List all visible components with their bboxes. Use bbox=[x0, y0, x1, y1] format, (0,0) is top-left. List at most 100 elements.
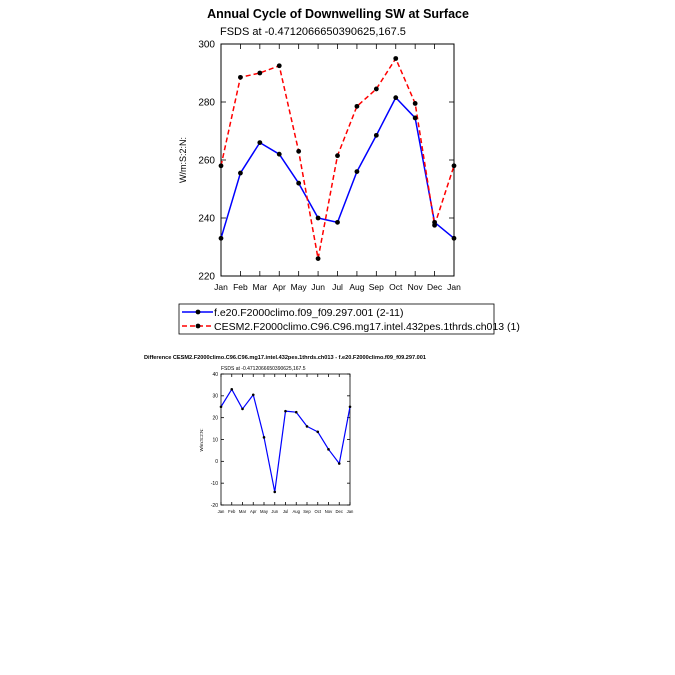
x-tick-label: Jan bbox=[214, 282, 228, 292]
series-1-point bbox=[451, 235, 457, 241]
x-tick-label: Nov bbox=[408, 282, 424, 292]
x-tick-label: Apr bbox=[250, 509, 257, 514]
series-1-point bbox=[327, 448, 330, 451]
x-tick-label: Jan bbox=[218, 509, 225, 514]
series-1-point bbox=[412, 115, 418, 121]
series-1-point bbox=[373, 132, 379, 138]
x-tick-label: May bbox=[260, 509, 269, 514]
chart1-plot-frame bbox=[220, 43, 455, 277]
x-tick-label: Aug bbox=[293, 509, 301, 514]
x-tick-label: Sep bbox=[303, 509, 311, 514]
y-tick-label: 280 bbox=[198, 98, 215, 109]
series-2-point bbox=[412, 101, 418, 106]
series-1-point bbox=[219, 405, 223, 409]
x-tick-label: Mar bbox=[239, 509, 247, 514]
chart1-series-group bbox=[218, 56, 457, 261]
series-1-point bbox=[276, 151, 282, 157]
difference-chart: Difference CESM2.F2000climo.C96.C96.mg17… bbox=[144, 355, 426, 514]
series-2-point bbox=[393, 56, 399, 61]
x-tick-label: Feb bbox=[228, 509, 236, 514]
y-tick-label: 30 bbox=[212, 394, 218, 400]
series-line-1 bbox=[220, 388, 351, 493]
series-1-point bbox=[393, 95, 399, 101]
x-tick-label: Sep bbox=[369, 282, 384, 292]
chart1-y-axis: 220 240 260 280 300 bbox=[198, 40, 454, 283]
annual-cycle-chart: Annual Cycle of Downwelling SW at Surfac… bbox=[178, 7, 520, 335]
series-1-point bbox=[354, 169, 360, 175]
x-tick-label: Jun bbox=[271, 509, 278, 514]
series-2-point bbox=[296, 148, 302, 154]
series-1-point bbox=[262, 436, 266, 439]
chart2-plot-frame bbox=[220, 373, 351, 506]
x-tick-label: Jul bbox=[283, 509, 288, 514]
series-1-point bbox=[284, 409, 287, 413]
chart2-ylabel: W/m:S:2:N: bbox=[199, 428, 204, 451]
y-tick-label: 40 bbox=[212, 372, 218, 378]
x-tick-label: Jan bbox=[347, 509, 354, 514]
x-tick-label: Aug bbox=[349, 282, 364, 292]
y-tick-label: 240 bbox=[198, 214, 215, 225]
y-tick-label: 300 bbox=[198, 40, 215, 51]
series-1-point bbox=[348, 405, 352, 409]
y-tick-label: -20 bbox=[211, 503, 218, 509]
x-tick-label: Nov bbox=[325, 509, 333, 514]
x-tick-label: Oct bbox=[314, 509, 321, 514]
series-1-point bbox=[294, 410, 298, 414]
x-tick-label: Dec bbox=[336, 509, 343, 514]
chart1-title: Annual Cycle of Downwelling SW at Surfac… bbox=[207, 7, 469, 21]
chart2-y-axis: -20 -10 0 10 20 30 40 bbox=[211, 372, 350, 509]
chart2-subtitle: FSDS at -0.4712066650390625,167.5 bbox=[221, 366, 306, 372]
series-2-point bbox=[276, 63, 282, 69]
y-tick-label: 220 bbox=[198, 272, 215, 283]
series-1-point bbox=[315, 215, 321, 221]
series-1-point bbox=[251, 393, 255, 397]
x-tick-label: Jul bbox=[332, 282, 343, 292]
x-tick-label: Oct bbox=[389, 282, 403, 292]
series-1-point bbox=[238, 170, 243, 176]
series-2-point bbox=[451, 163, 457, 169]
series-1-point bbox=[241, 407, 244, 411]
legend-label-series-2: CESM2.F2000climo.C96.C96.mg17.intel.432p… bbox=[214, 321, 520, 333]
series-1-point bbox=[335, 219, 340, 225]
y-tick-label: 20 bbox=[212, 415, 218, 421]
y-tick-label: 10 bbox=[212, 437, 218, 443]
legend-marker-series-1 bbox=[195, 309, 201, 315]
legend-box bbox=[178, 303, 495, 335]
series-1-point bbox=[257, 140, 263, 146]
chart1-legend: f.e20.F2000climo.f09_f09.297.001 (2-11) … bbox=[178, 303, 520, 335]
x-tick-label: Dec bbox=[427, 282, 443, 292]
x-tick-label: Jun bbox=[311, 282, 325, 292]
series-2-point bbox=[238, 74, 243, 80]
series-line-2 bbox=[220, 57, 455, 260]
series-1-point bbox=[305, 425, 309, 428]
y-tick-label: 260 bbox=[198, 156, 215, 167]
series-1-point bbox=[273, 490, 277, 494]
legend-marker-series-2 bbox=[195, 323, 201, 329]
series-2-point bbox=[257, 70, 263, 76]
chart1-subtitle: FSDS at -0.4712066650390625,167.5 bbox=[220, 26, 406, 38]
series-2-point bbox=[218, 163, 224, 169]
chart2-series-group bbox=[219, 387, 352, 494]
x-tick-label: May bbox=[291, 282, 308, 292]
chart1-x-axis: Jan Feb Mar Apr May Jun Jul Aug Sep Oct Nov Dec Jan bbox=[214, 44, 461, 292]
series-2-point bbox=[432, 222, 437, 228]
series-1-point bbox=[218, 235, 224, 241]
series-2-point bbox=[315, 256, 321, 261]
series-2-point bbox=[354, 103, 360, 109]
x-tick-label: Mar bbox=[253, 282, 268, 292]
chart1-ylabel: W/m:S:2:N: bbox=[178, 137, 188, 183]
x-tick-label: Apr bbox=[273, 282, 286, 292]
x-tick-label: Feb bbox=[233, 282, 248, 292]
series-1-point bbox=[316, 430, 320, 434]
x-tick-label: Jan bbox=[447, 282, 461, 292]
y-tick-label: 0 bbox=[215, 459, 218, 465]
series-2-point bbox=[373, 86, 379, 92]
y-tick-label: -10 bbox=[211, 481, 218, 487]
series-line-1 bbox=[220, 96, 455, 239]
chart2-x-axis: Jan Feb Mar Apr May Jun Jul Aug Sep Oct Nov Dec Jan bbox=[218, 374, 354, 514]
series-2-point bbox=[335, 153, 340, 159]
series-1-point bbox=[337, 462, 341, 465]
chart2-title: Difference CESM2.F2000climo.C96.C96.mg17… bbox=[144, 355, 426, 361]
legend-label-series-1: f.e20.F2000climo.f09_f09.297.001 (2-11) bbox=[214, 307, 404, 319]
